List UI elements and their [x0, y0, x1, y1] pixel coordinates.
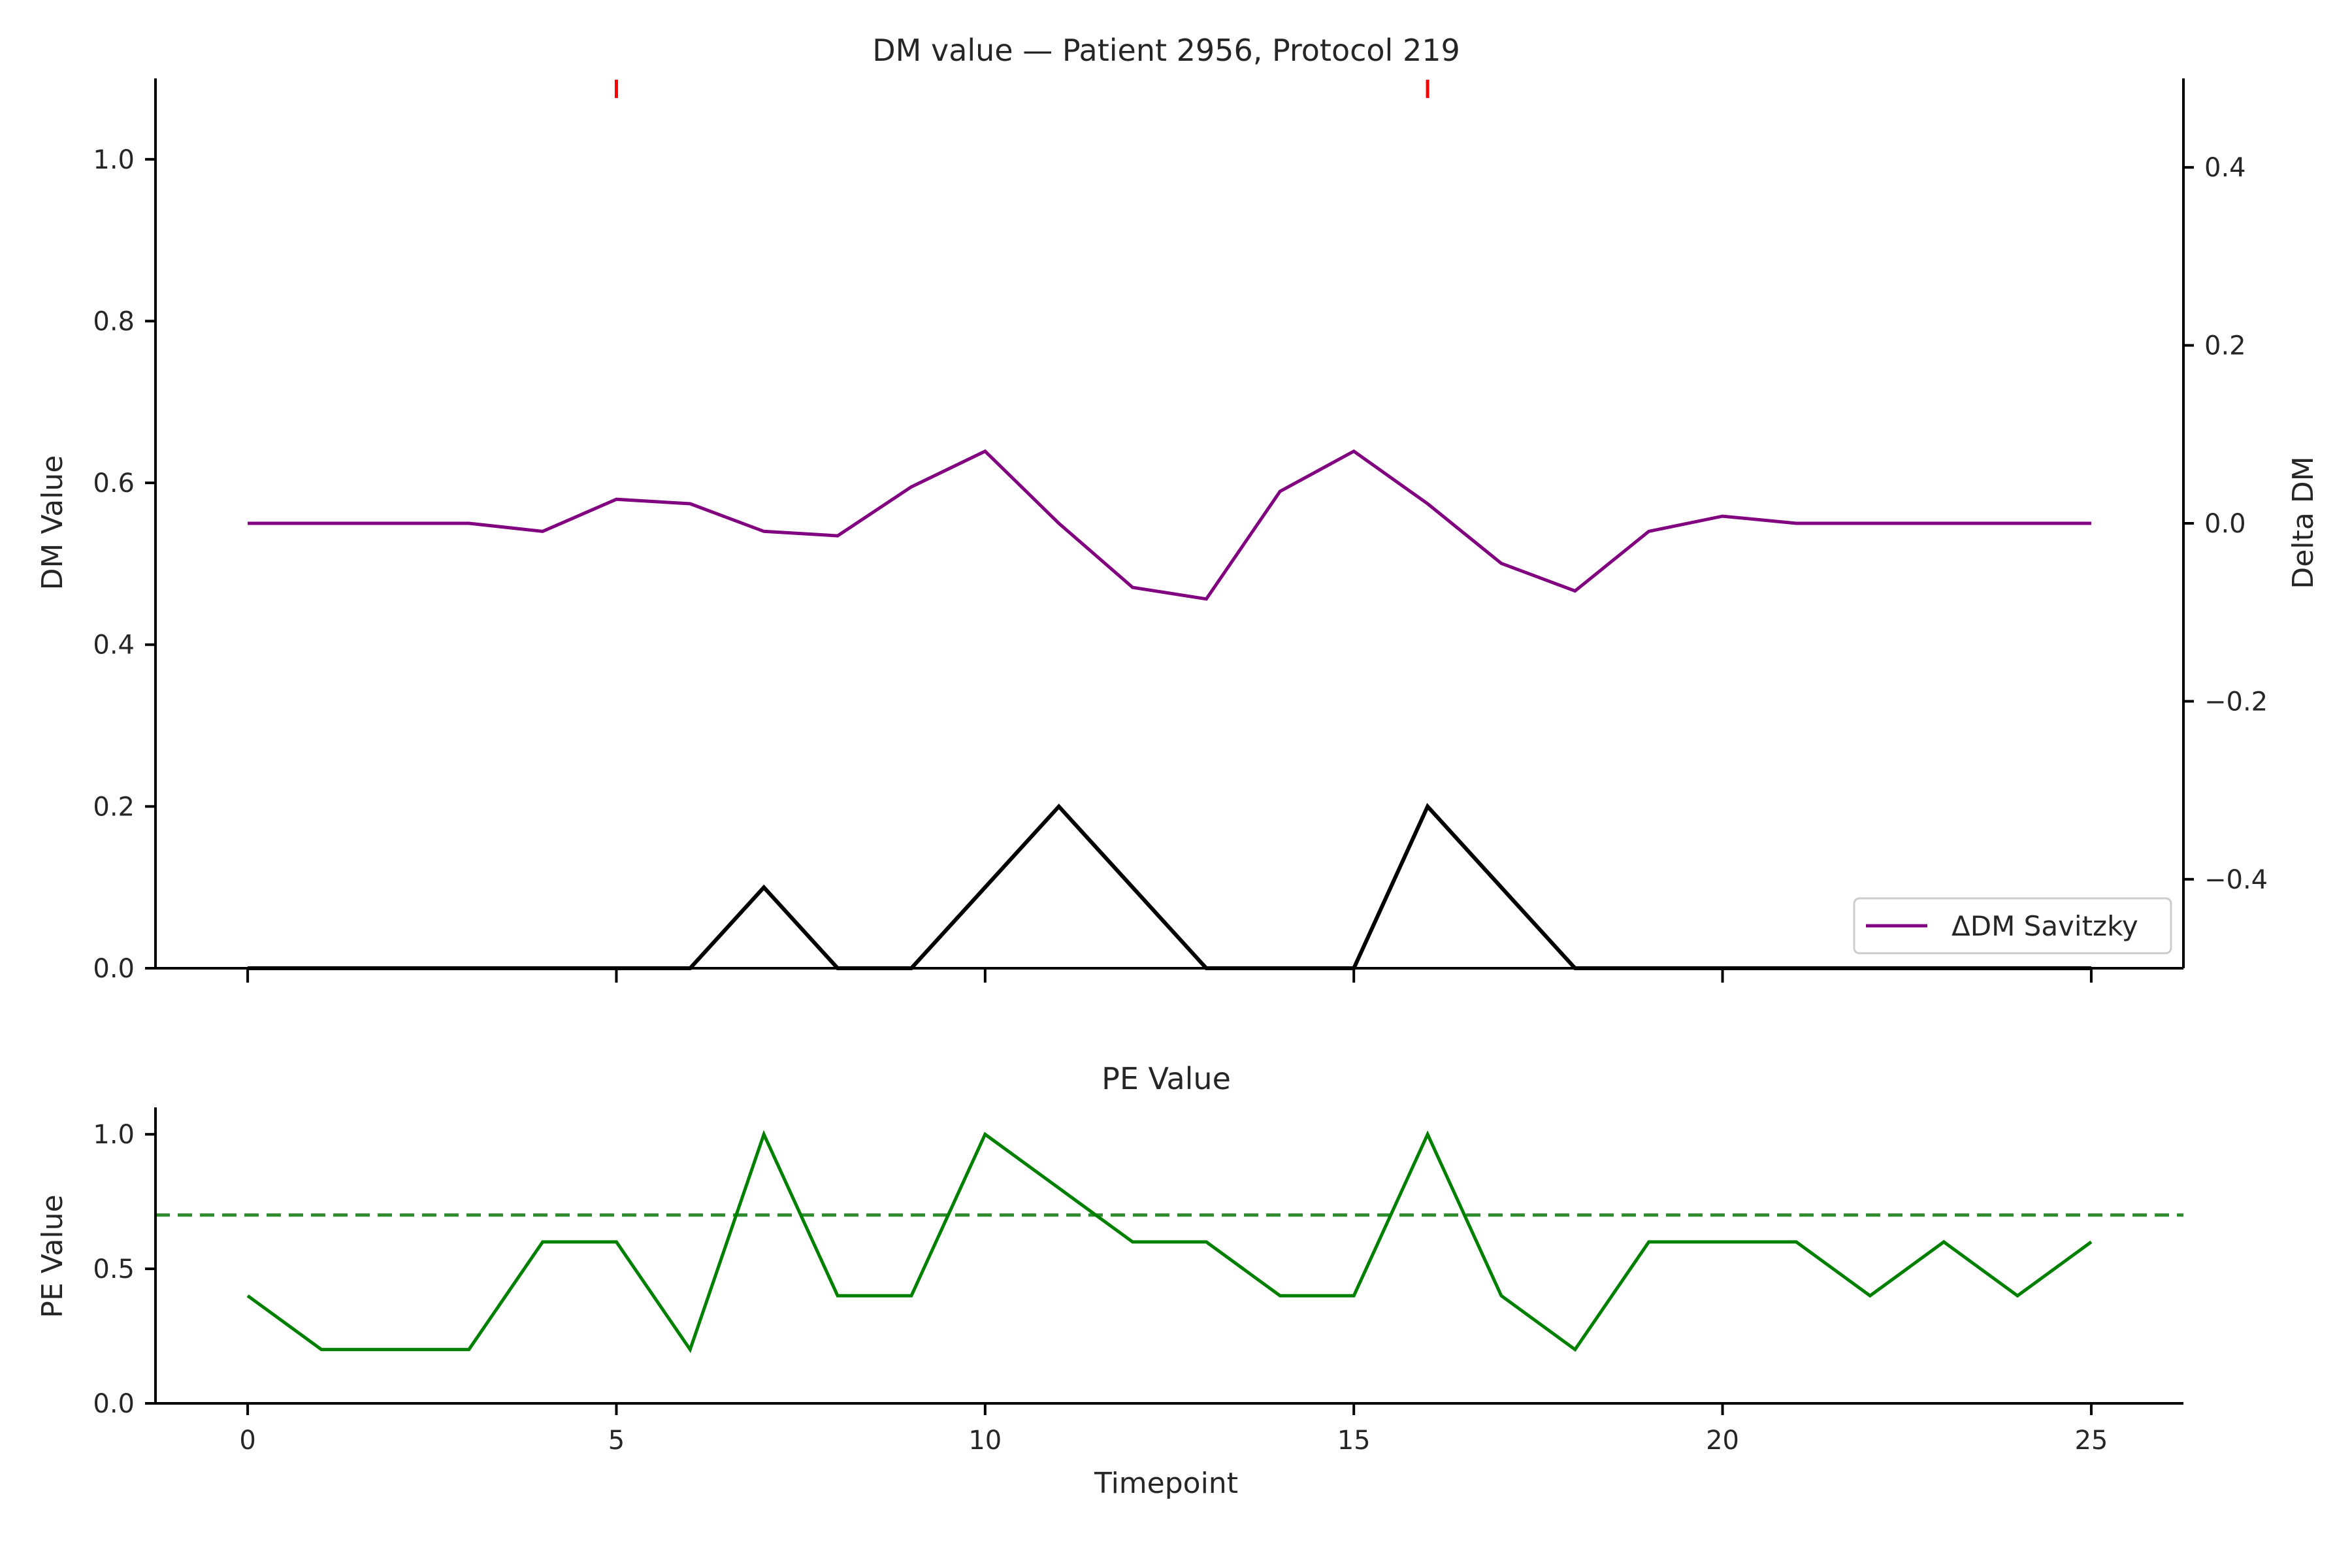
y2-tick-label: −0.2 — [2204, 687, 2268, 717]
delta-dm-series-line — [248, 449, 2091, 601]
pe-x-tick-label: 20 — [1706, 1426, 1739, 1456]
pe-y-tick-label: 0.0 — [93, 1389, 135, 1419]
pe-chart-title: PE Value — [1102, 1061, 1231, 1096]
y-tick-label: 0.0 — [93, 954, 135, 984]
event-markers — [614, 80, 1429, 98]
legend-label-delta-dm: ΔDM Savitzky — [1952, 910, 2138, 942]
pe-x-tick-label: 15 — [1337, 1426, 1371, 1456]
pe-series-line — [246, 1130, 2093, 1354]
pe-value-panel: PE Value PE Value Timepoint 0.0 0.5 1.0 0 5 1… — [36, 1061, 2183, 1500]
pe-x-tick-label: 5 — [608, 1426, 625, 1456]
y-tick-label: 0.4 — [93, 630, 135, 661]
pe-y-tick-label: 1.0 — [93, 1120, 135, 1150]
chart-legend: ΔDM Savitzky — [1853, 897, 2172, 955]
y-tick-label: 0.2 — [93, 792, 135, 822]
delta-dm-y-axis-label: Delta DM — [2287, 456, 2320, 589]
y-tick-label: 0.6 — [93, 468, 135, 498]
pe-axis-ticks: 0.0 0.5 1.0 0 5 10 15 20 25 — [93, 1120, 2108, 1456]
y2-tick-label: −0.4 — [2204, 865, 2268, 895]
dm-axis-ticks: 0.0 0.2 0.4 0.6 0.8 1.0 −0.4 −0.2 0.0 0.2 0.4 — [93, 145, 2268, 984]
dm-y-axis-label: DM Value — [36, 455, 69, 591]
y-tick-label: 0.8 — [93, 306, 135, 336]
pe-x-tick-label: 10 — [968, 1426, 1002, 1456]
pe-series-lines — [155, 1130, 2183, 1354]
pe-x-tick-label: 25 — [2074, 1426, 2108, 1456]
y2-tick-label: 0.2 — [2204, 331, 2246, 361]
y2-tick-label: 0.0 — [2204, 509, 2246, 539]
dm-value-panel: DM value — Patient 2956, Protocol 219 DM… — [36, 33, 2320, 984]
pe-y-tick-label: 0.5 — [93, 1254, 135, 1284]
dm-chart-title: DM value — Patient 2956, Protocol 219 — [872, 33, 1460, 68]
pe-y-axis-label: PE Value — [36, 1194, 69, 1318]
legend-box — [1853, 897, 2172, 955]
y2-tick-label: 0.4 — [2204, 153, 2246, 183]
x-axis-label: Timepoint — [1094, 1467, 1238, 1500]
y-tick-label: 1.0 — [93, 145, 135, 175]
pe-x-tick-label: 0 — [239, 1426, 255, 1456]
